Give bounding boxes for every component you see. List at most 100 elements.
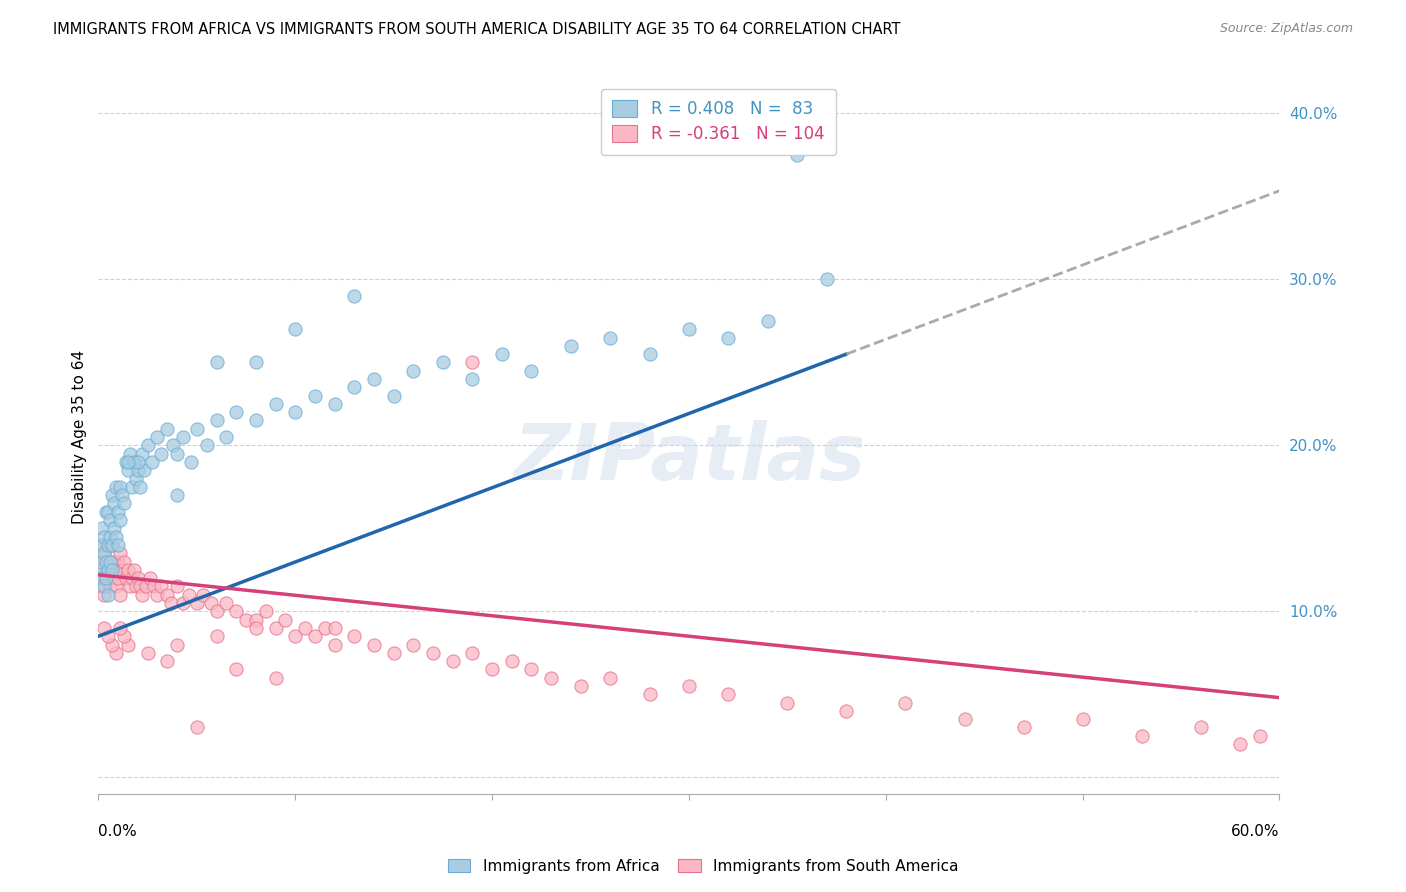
Point [205, 355, 228, 369]
Point [96, 505, 118, 519]
Point [97, 505, 120, 519]
Point [97, 538, 120, 552]
Point [150, 579, 173, 593]
Point [294, 621, 316, 635]
Point [225, 405, 247, 419]
Point [461, 355, 484, 369]
Point [1249, 729, 1271, 743]
Point [125, 579, 148, 593]
Point [107, 555, 129, 569]
Point [172, 430, 194, 444]
Point [343, 380, 366, 394]
Point [382, 388, 405, 402]
Point [343, 289, 366, 303]
Point [638, 347, 661, 361]
Point [166, 638, 188, 652]
Point [97, 563, 120, 577]
Point [245, 621, 267, 635]
Point [1012, 721, 1035, 735]
Point [1189, 721, 1212, 735]
Point [314, 621, 336, 635]
Point [111, 563, 134, 577]
Point [121, 571, 143, 585]
Point [481, 662, 503, 676]
Point [135, 579, 157, 593]
Point [91, 571, 114, 585]
Point [323, 397, 346, 411]
Point [107, 538, 129, 552]
Point [678, 322, 700, 336]
Point [142, 579, 165, 593]
Text: IMMIGRANTS FROM AFRICA VS IMMIGRANTS FROM SOUTH AMERICA DISABILITY AGE 35 TO 64 : IMMIGRANTS FROM AFRICA VS IMMIGRANTS FRO… [53, 22, 901, 37]
Point [89, 563, 111, 577]
Point [894, 696, 917, 710]
Point [1071, 712, 1094, 726]
Point [108, 480, 131, 494]
Point [96, 571, 118, 585]
Point [363, 372, 385, 386]
Point [786, 148, 808, 162]
Point [717, 687, 740, 701]
Point [274, 613, 297, 627]
Point [953, 712, 976, 726]
Point [146, 430, 169, 444]
Point [101, 538, 124, 552]
Point [132, 463, 155, 477]
Point [121, 480, 143, 494]
Point [128, 480, 150, 494]
Point [225, 662, 247, 676]
Point [284, 322, 307, 336]
Point [108, 546, 131, 560]
Point [284, 629, 307, 643]
Point [461, 646, 484, 660]
Point [117, 455, 139, 469]
Point [235, 613, 257, 627]
Point [103, 521, 125, 535]
Point [101, 488, 124, 502]
Point [323, 621, 346, 635]
Point [105, 579, 128, 593]
Point [461, 372, 484, 386]
Point [107, 505, 129, 519]
Point [304, 388, 326, 402]
Point [441, 654, 464, 668]
Point [128, 579, 150, 593]
Point [162, 438, 184, 452]
Point [91, 579, 114, 593]
Point [103, 555, 125, 569]
Point [756, 314, 779, 328]
Point [91, 563, 114, 577]
Point [122, 563, 145, 577]
Point [186, 721, 208, 735]
Point [205, 413, 228, 427]
Point [146, 588, 169, 602]
Point [382, 646, 405, 660]
Point [363, 638, 385, 652]
Point [402, 364, 425, 378]
Point [186, 596, 208, 610]
Point [1130, 729, 1153, 743]
Point [122, 455, 145, 469]
Point [108, 588, 131, 602]
Point [101, 563, 124, 577]
Point [520, 662, 543, 676]
Point [422, 646, 444, 660]
Point [105, 530, 128, 544]
Text: Source: ZipAtlas.com: Source: ZipAtlas.com [1219, 22, 1353, 36]
Point [89, 538, 111, 552]
Point [205, 629, 228, 643]
Point [97, 563, 120, 577]
Point [264, 621, 287, 635]
Point [177, 588, 200, 602]
Point [93, 579, 115, 593]
Point [107, 571, 129, 585]
Point [117, 638, 139, 652]
Point [98, 579, 121, 593]
Point [245, 355, 267, 369]
Point [89, 571, 111, 585]
Point [111, 488, 134, 502]
Point [200, 596, 222, 610]
Point [93, 530, 115, 544]
Point [141, 455, 163, 469]
Point [284, 405, 307, 419]
